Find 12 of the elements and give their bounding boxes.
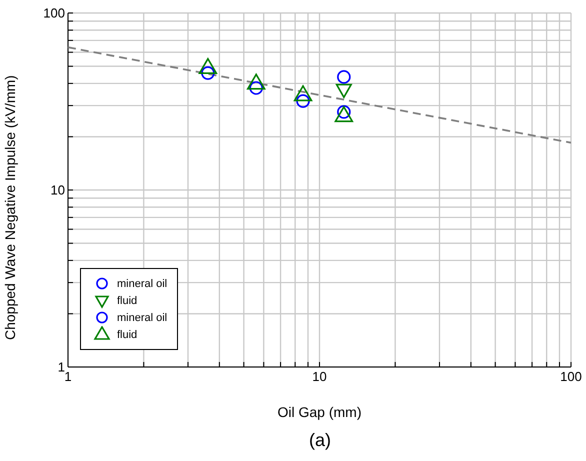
legend-label: fluid [117, 294, 138, 306]
x-tick-label: 100 [560, 369, 582, 384]
y-tick-label: 1 [58, 360, 65, 375]
x-tick-label: 10 [312, 369, 327, 384]
legend-label: mineral oil [117, 312, 168, 324]
legend-label: mineral oil [117, 278, 168, 290]
y-axis-title: Chopped Wave Negative Impulse (kV/mm) [2, 75, 18, 340]
text: (a) [308, 430, 332, 451]
legend-label: fluid [117, 328, 138, 340]
y-tick-label: 100 [43, 6, 65, 21]
x-axis-title: Oil Gap (mm) [278, 404, 362, 420]
y-tick-label: 10 [50, 182, 65, 198]
